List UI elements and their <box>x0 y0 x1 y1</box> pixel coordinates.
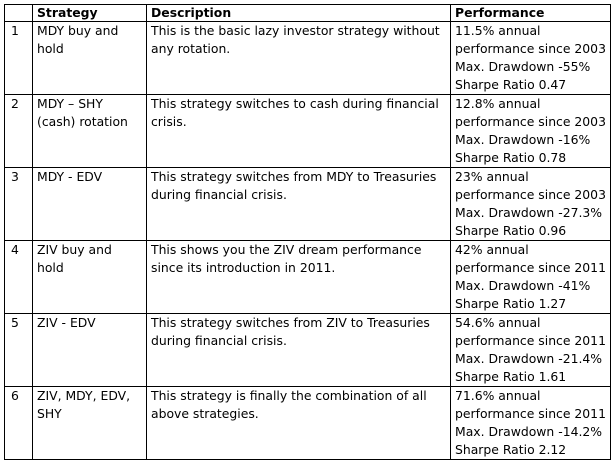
sharpe-ratio: Sharpe Ratio 1.61 <box>455 369 567 384</box>
performance-cell: 54.6% annual performance since 2011 Max.… <box>450 313 611 387</box>
description-cell: This shows you the ZIV dream performance… <box>146 240 451 314</box>
description-cell: This strategy switches from ZIV to Treas… <box>146 313 451 387</box>
row-number: 4 <box>4 240 33 314</box>
table-row: 6 ZIV, MDY, EDV, SHY This strategy is fi… <box>4 386 611 460</box>
annual-return: 42% annual <box>455 242 529 257</box>
strategy-cell: ZIV, MDY, EDV, SHY <box>32 386 147 460</box>
row-number: 5 <box>4 313 33 387</box>
row-number: 2 <box>4 94 33 168</box>
description-cell: This is the basic lazy investor strategy… <box>146 21 451 95</box>
strategy-cell: ZIV buy and hold <box>32 240 147 314</box>
header-performance: Performance <box>450 4 611 22</box>
strategy-cell: MDY - EDV <box>32 167 147 241</box>
max-drawdown: Max. Drawdown -27.3% <box>455 205 603 220</box>
strategy-table: Strategy Description Performance 1 MDY b… <box>4 4 611 460</box>
max-drawdown: Max. Drawdown -21.4% <box>455 351 603 366</box>
performance-cell: 11.5% annual performance since 2003 Max.… <box>450 21 611 95</box>
table-row: 5 ZIV - EDV This strategy switches from … <box>4 313 611 387</box>
annual-return: 12.8% annual <box>455 96 541 111</box>
annual-return: 23% annual <box>455 169 529 184</box>
table-row: 3 MDY - EDV This strategy switches from … <box>4 167 611 241</box>
sharpe-ratio: Sharpe Ratio 0.78 <box>455 150 567 165</box>
annual-return: 71.6% annual <box>455 388 541 403</box>
table-row: 2 MDY – SHY (cash) rotation This strateg… <box>4 94 611 168</box>
description-cell: This strategy switches to cash during fi… <box>146 94 451 168</box>
max-drawdown: Max. Drawdown -16% <box>455 132 591 147</box>
strategy-cell: ZIV - EDV <box>32 313 147 387</box>
strategy-cell: MDY buy and hold <box>32 21 147 95</box>
sharpe-ratio: Sharpe Ratio 0.47 <box>455 77 567 92</box>
performance-cell: 71.6% annual performance since 2011 Max.… <box>450 386 611 460</box>
header-number <box>4 4 33 22</box>
max-drawdown: Max. Drawdown -55% <box>455 59 591 74</box>
performance-cell: 12.8% annual performance since 2003 Max.… <box>450 94 611 168</box>
row-number: 3 <box>4 167 33 241</box>
table-row: 4 ZIV buy and hold This shows you the ZI… <box>4 240 611 314</box>
header-description: Description <box>146 4 451 22</box>
sharpe-ratio: Sharpe Ratio 2.12 <box>455 442 567 457</box>
max-drawdown: Max. Drawdown -14.2% <box>455 424 603 439</box>
strategy-table-container: Strategy Description Performance 1 MDY b… <box>4 4 611 460</box>
performance-period: performance since 2003 <box>455 187 606 202</box>
performance-period: performance since 2011 <box>455 260 606 275</box>
description-cell: This strategy switches from MDY to Treas… <box>146 167 451 241</box>
description-cell: This strategy is finally the combination… <box>146 386 451 460</box>
sharpe-ratio: Sharpe Ratio 1.27 <box>455 296 567 311</box>
performance-period: performance since 2011 <box>455 406 606 421</box>
performance-period: performance since 2003 <box>455 41 606 56</box>
sharpe-ratio: Sharpe Ratio 0.96 <box>455 223 567 238</box>
performance-cell: 42% annual performance since 2011 Max. D… <box>450 240 611 314</box>
performance-period: performance since 2011 <box>455 333 606 348</box>
row-number: 1 <box>4 21 33 95</box>
annual-return: 54.6% annual <box>455 315 541 330</box>
header-strategy: Strategy <box>32 4 147 22</box>
annual-return: 11.5% annual <box>455 23 541 38</box>
header-row: Strategy Description Performance <box>4 4 611 22</box>
performance-period: performance since 2003 <box>455 114 606 129</box>
strategy-cell: MDY – SHY (cash) rotation <box>32 94 147 168</box>
row-number: 6 <box>4 386 33 460</box>
table-row: 1 MDY buy and hold This is the basic laz… <box>4 21 611 95</box>
max-drawdown: Max. Drawdown -41% <box>455 278 591 293</box>
performance-cell: 23% annual performance since 2003 Max. D… <box>450 167 611 241</box>
